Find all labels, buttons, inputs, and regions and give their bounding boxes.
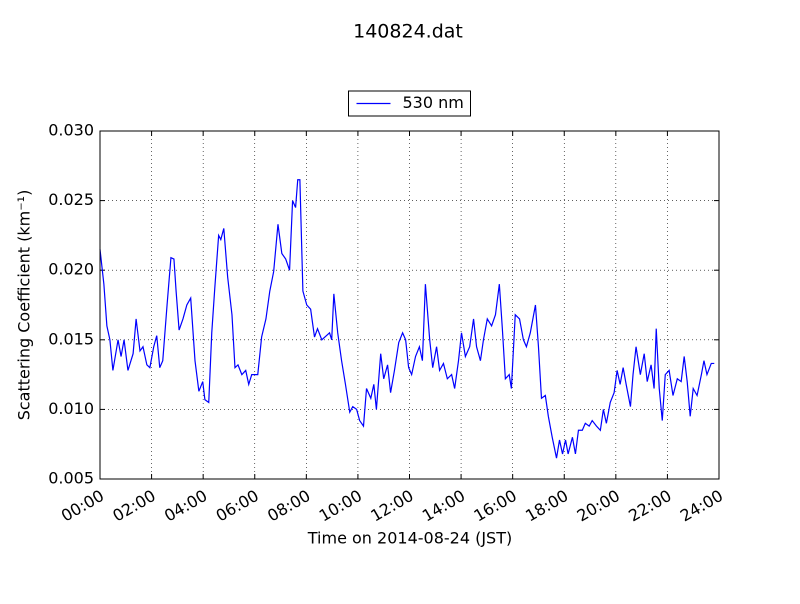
x-axis-label: Time on 2014-08-24 (JST) — [307, 529, 512, 548]
y-tick-label: 0.005 — [48, 469, 94, 488]
y-tick-label: 0.010 — [48, 399, 94, 418]
y-axis-label: Scattering Coefficient (km⁻¹) — [15, 190, 34, 421]
y-tick-label: 0.025 — [48, 190, 94, 209]
y-tick-label: 0.030 — [48, 121, 94, 140]
y-tick-label: 0.020 — [48, 260, 94, 279]
chart-title: 140824.dat — [353, 21, 463, 43]
plot-frame — [99, 130, 720, 480]
data-line — [99, 179, 715, 459]
legend-label: 530 nm — [403, 93, 464, 112]
y-tick-label: 0.015 — [48, 329, 94, 348]
